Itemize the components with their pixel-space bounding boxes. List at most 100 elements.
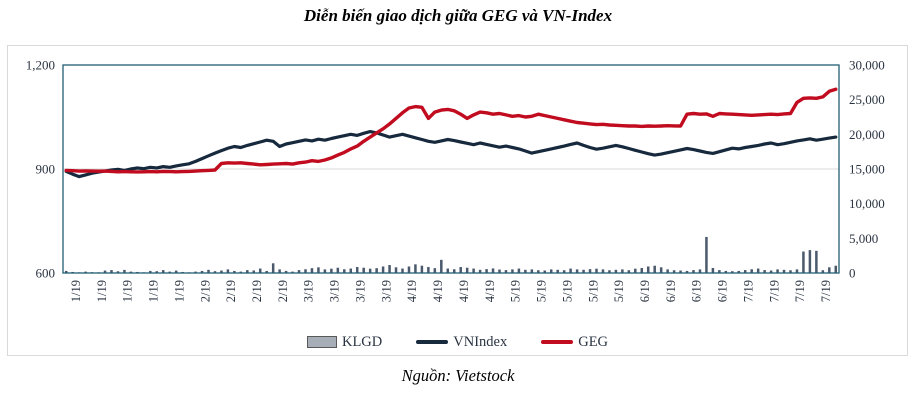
- x-axis-tick-label: 5/19: [612, 280, 626, 302]
- volume-bar: [233, 270, 236, 273]
- x-axis-tick-label: 4/19: [457, 280, 471, 302]
- volume-bar: [304, 269, 307, 273]
- volume-bar: [718, 270, 721, 273]
- x-axis-tick-label: 4/19: [431, 280, 445, 302]
- volume-bar: [815, 250, 818, 273]
- chart-frame: 1,200 900 600 30,000 25,000 20,000 15,000 10,00…: [7, 45, 908, 356]
- volume-bar: [103, 270, 107, 273]
- x-axis-tick-label: 5/19: [560, 280, 574, 302]
- volume-bar: [595, 268, 598, 273]
- volume-bar: [343, 269, 346, 273]
- chart-title: Diễn biến giao dịch giữa GEG và VN-Index: [303, 6, 613, 25]
- volume-bar: [601, 269, 605, 273]
- volume-bar: [323, 269, 327, 273]
- volume-bar: [355, 267, 359, 273]
- volume-bar: [646, 266, 650, 273]
- volume-bar: [588, 269, 592, 273]
- volume-bar: [498, 269, 501, 273]
- x-axis-tick-label: 1/19: [172, 280, 186, 302]
- volume-bar: [679, 270, 682, 273]
- volume-bar: [575, 269, 579, 273]
- x-axis-tick-label: 3/19: [328, 280, 342, 302]
- legend-label-klgd: KLGD: [341, 333, 383, 350]
- volume-bar: [731, 271, 734, 273]
- x-axis-tick-label: 1/19: [147, 280, 161, 302]
- x-axis-tick-label: 5/19: [586, 280, 600, 302]
- volume-bar: [582, 269, 585, 273]
- volume-bar: [485, 269, 488, 273]
- volume-bar: [116, 271, 120, 273]
- volume-bar: [362, 267, 365, 273]
- volume-bar: [640, 268, 644, 273]
- volume-bar: [375, 268, 378, 273]
- x-axis-tick-label: 2/19: [250, 280, 264, 302]
- volume-bar: [388, 265, 391, 273]
- volume-bar: [621, 269, 624, 273]
- volume-bar: [452, 269, 456, 273]
- volume-bar: [472, 268, 475, 273]
- volume-bar: [562, 270, 566, 273]
- volume-bar: [84, 271, 87, 273]
- volume-bar: [149, 270, 152, 273]
- volume-bar: [252, 270, 256, 273]
- volume-bar: [491, 268, 495, 273]
- volume-bar: [291, 271, 294, 273]
- left-axis-tick-label: 1,200: [26, 58, 55, 73]
- volume-bar: [168, 271, 171, 273]
- x-axis-tick-label: 1/19: [69, 280, 83, 302]
- volume-bar: [692, 270, 695, 273]
- right-axis-tick-label: 10,000: [849, 196, 885, 211]
- volume-bar: [271, 263, 275, 273]
- volume-bar: [802, 251, 805, 273]
- x-axis-tick-label: 5/19: [535, 280, 549, 302]
- volume-bar: [407, 266, 411, 273]
- volume-bar: [763, 270, 766, 273]
- volume-bar: [789, 270, 792, 273]
- volume-bar: [569, 268, 572, 273]
- x-axis-tick-label: 6/19: [664, 280, 678, 302]
- volume-bar: [782, 269, 786, 273]
- volume-bar: [556, 269, 559, 273]
- source-caption: Nguồn: Vietstock: [401, 366, 515, 385]
- volume-bar: [297, 270, 301, 273]
- klgd-bar-swatch-icon: [306, 336, 337, 348]
- x-axis-tick-label: 7/19: [793, 280, 807, 302]
- volume-bar: [465, 267, 469, 273]
- volume-bar: [161, 270, 165, 273]
- volume-bar: [401, 268, 404, 273]
- volume-bar: [110, 270, 113, 273]
- x-axis-tick-label: 6/19: [690, 280, 704, 302]
- volume-bar: [368, 268, 372, 273]
- vnindex-line-swatch-icon: [416, 340, 449, 344]
- volume-bar: [64, 270, 68, 273]
- volume-bar: [524, 269, 527, 273]
- volume-bar: [653, 265, 656, 273]
- volume-bar: [446, 268, 450, 273]
- geg-line-swatch-icon: [541, 340, 574, 344]
- right-axis-tick-label: 0: [849, 266, 856, 281]
- x-axis-tick-label: 2/19: [198, 280, 212, 302]
- volume-bar: [207, 269, 210, 273]
- volume-bar: [310, 268, 314, 273]
- volume-bar: [478, 269, 482, 273]
- legend-item-klgd: KLGD: [306, 333, 383, 351]
- volume-bar: [808, 250, 812, 273]
- volume-bar: [213, 271, 217, 273]
- left-axis-tick-label: 600: [36, 266, 56, 281]
- right-axis-tick-label: 25,000: [849, 92, 885, 107]
- volume-bar: [737, 270, 741, 273]
- right-axis-tick-label: 5,000: [849, 231, 878, 246]
- volume-bar: [220, 270, 223, 273]
- volume-bar: [194, 271, 197, 273]
- volume-bar: [246, 270, 249, 273]
- volume-bar: [349, 268, 353, 273]
- x-axis-tick-label: 1/19: [95, 280, 109, 302]
- volume-bar: [200, 270, 204, 273]
- volume-bar: [330, 268, 333, 273]
- plot-area: 1,200 900 600 30,000 25,000 20,000 15,000 10,00…: [26, 58, 885, 303]
- volume-bar: [711, 268, 715, 273]
- left-axis-tick-label: 900: [36, 162, 56, 177]
- volume-bar: [265, 270, 268, 273]
- x-axis-tick-label: 7/19: [742, 280, 756, 302]
- x-axis-tick-label: 1/19: [121, 280, 135, 302]
